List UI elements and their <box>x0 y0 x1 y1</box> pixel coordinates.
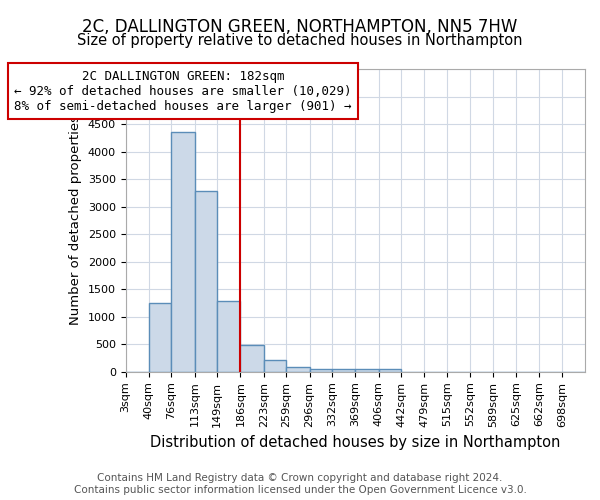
Text: 2C DALLINGTON GREEN: 182sqm
← 92% of detached houses are smaller (10,029)
8% of : 2C DALLINGTON GREEN: 182sqm ← 92% of det… <box>14 70 352 112</box>
Bar <box>194 191 217 372</box>
Bar <box>263 360 286 372</box>
Bar <box>379 369 401 372</box>
Bar <box>241 345 263 372</box>
Bar <box>355 369 379 372</box>
Bar <box>310 368 332 372</box>
Text: Size of property relative to detached houses in Northampton: Size of property relative to detached ho… <box>77 32 523 48</box>
Bar <box>149 303 172 372</box>
Y-axis label: Number of detached properties: Number of detached properties <box>69 116 82 326</box>
Bar <box>286 367 310 372</box>
Text: 2C, DALLINGTON GREEN, NORTHAMPTON, NN5 7HW: 2C, DALLINGTON GREEN, NORTHAMPTON, NN5 7… <box>82 18 518 36</box>
X-axis label: Distribution of detached houses by size in Northampton: Distribution of detached houses by size … <box>150 435 560 450</box>
Text: Contains HM Land Registry data © Crown copyright and database right 2024.
Contai: Contains HM Land Registry data © Crown c… <box>74 474 526 495</box>
Bar <box>217 301 241 372</box>
Bar <box>332 369 355 372</box>
Bar <box>172 132 194 372</box>
